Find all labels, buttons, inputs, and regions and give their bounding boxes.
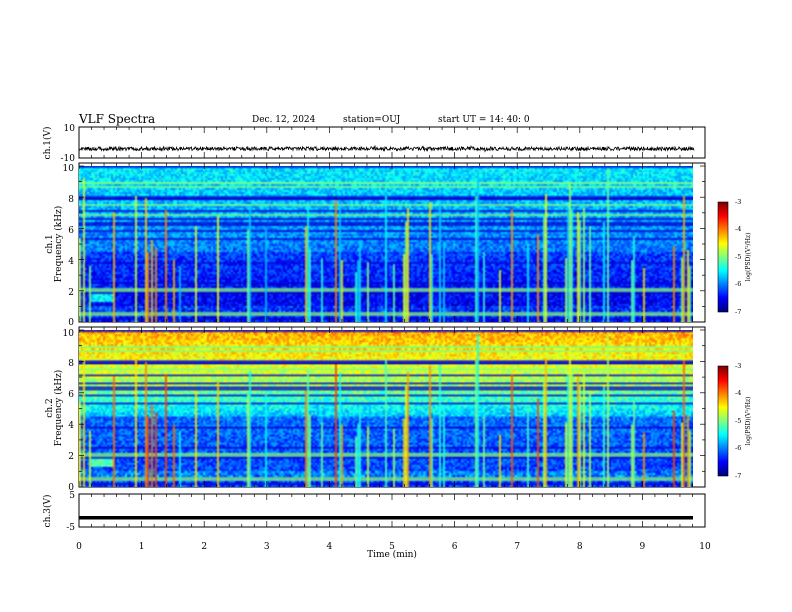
ch1-voltage-trace [78,144,695,153]
time-tick-label-3: 3 [264,542,270,552]
time-tick-label-0: 0 [76,542,82,552]
ch1-spectrogram-ylabel-frequency: Frequency (kHz) [53,206,64,283]
time-tick-label-2: 2 [201,542,207,552]
time-tick-label-6: 6 [452,542,458,552]
ch2-colorbar-gradient [717,365,729,477]
ch1-voltage-ylabel: ch.1(V) [42,127,53,160]
ch1-freq-tick-6: 6 [68,226,74,236]
ch2-colorbar-tick-m6: -6 [735,444,741,452]
ch1-freq-tick-2: 2 [68,288,74,298]
ch3-ytick-top: 5 [69,491,75,501]
ch2-freq-tick-10: 10 [63,329,75,339]
ch2-freq-tick-8: 8 [68,359,74,369]
ch1-colorbar-gradient [717,201,729,313]
ch1-colorbar-tick-m3: -3 [735,198,741,206]
ch2-colorbar: -3 -4 -5 -6 -7 log(PSD)(V²/Hz) [735,362,752,480]
ch1-colorbar-tick-m7: -7 [735,308,741,316]
ch1-spectrogram-ylabel-channel: ch.1 [45,234,55,253]
ch3-ytick-bottom: -5 [66,523,75,533]
ch1-ytick-top: 10 [64,124,76,134]
ch1-ytick-bottom: -10 [61,154,76,164]
ch1-colorbar: -3 -4 -5 -6 -7 log(PSD)(V²/Hz) [735,198,752,316]
ch1-voltage-ticks [78,127,706,158]
ch1-colorbar-fill [718,202,728,312]
time-tick-label-10: 10 [699,542,711,552]
time-axis-tick-labels: 0 1 2 3 4 5 6 7 8 9 10 [76,542,711,552]
ch1-colorbar-tick-m6: -6 [735,280,741,288]
ch2-spectrogram-ylabel-frequency: Frequency (kHz) [53,370,64,447]
ch1-freq-tick-8: 8 [68,195,74,205]
time-tick-label-7: 7 [514,542,520,552]
time-tick-label-4: 4 [327,542,333,552]
ch2-freq-tick-0: 0 [68,483,74,493]
time-tick-label-8: 8 [577,542,583,552]
ch3-voltage-ticks [78,494,706,527]
ch2-spectrogram-panel: 0 2 4 6 8 10 ch.2 Frequency (kHz) [45,326,706,493]
time-tick-label-1: 1 [139,542,145,552]
start-time-label: start UT = 14: 40: 0 [438,115,530,125]
ch2-spectrogram-image [79,330,693,487]
ch2-freq-tick-6: 6 [68,390,74,400]
ch2-colorbar-fill [718,366,728,476]
date-label: Dec. 12, 2024 [252,115,316,125]
ch2-freq-tick-2: 2 [68,452,74,462]
time-tick-label-5: 5 [389,542,395,552]
time-tick-label-9: 9 [640,542,646,552]
ch1-freq-tick-0: 0 [68,318,74,328]
ch2-spectrogram-ticks [78,327,706,488]
ch3-voltage-panel: 5 -5 ch.3(V) [42,491,706,533]
ch1-freq-tick-4: 4 [68,257,74,267]
ch2-colorbar-label: log(PSD)(V²/Hz) [745,397,752,446]
ch3-voltage-ylabel: ch.3(V) [42,495,53,528]
figure-title: VLF Spectra [78,112,155,126]
ch2-colorbar-tick-m4: -4 [735,389,741,397]
ch1-spectrogram-panel: 0 2 4 6 8 10 ch.1 Frequency (kHz) [45,162,706,328]
ch2-freq-tick-4: 4 [68,421,74,431]
ch1-colorbar-tick-m4: -4 [735,225,741,233]
ch1-spectrogram-ticks [78,163,706,323]
ch1-colorbar-tick-m5: -5 [735,253,741,261]
station-label: station=OUJ [343,115,401,125]
ch1-spectrogram-image [79,166,693,322]
ch1-voltage-panel: 10 -10 ch.1(V) [42,124,706,164]
ch2-colorbar-tick-m7: -7 [735,472,741,480]
ch1-freq-tick-10: 10 [63,164,75,174]
ch1-colorbar-label: log(PSD)(V²/Hz) [745,233,752,282]
time-axis-label: Time (min) [367,549,417,560]
ch2-colorbar-tick-m5: -5 [735,417,741,425]
ch2-spectrogram-ylabel-channel: ch.2 [45,398,55,417]
ch2-colorbar-tick-m3: -3 [735,362,741,370]
